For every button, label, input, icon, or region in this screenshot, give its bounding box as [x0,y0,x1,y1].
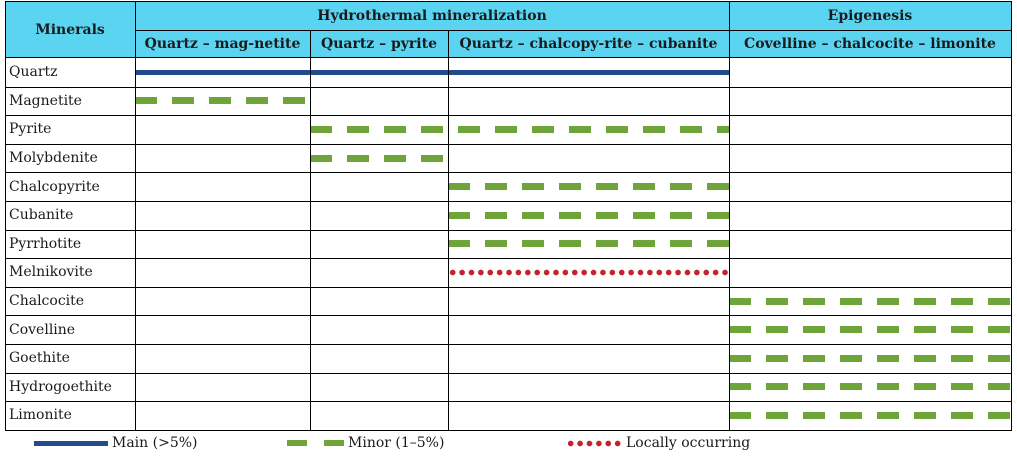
occurrence-bar-minor [729,326,1011,334]
mineral-label: Chalcopyrite [9,178,100,195]
stage-header-quartz-magnetite: Quartz – mag-netite [135,30,310,57]
epigenesis-header: Epigenesis [729,2,1011,30]
mineral-label: Magnetite [9,92,82,109]
row-divider [5,401,1012,402]
stage-header-covelline-chalcocite-limonite: Covelline – chalcocite – limonite [729,30,1011,57]
legend: Main (>5%) Minor (1–5%) Locally occurrin… [0,430,1017,456]
row-divider [5,87,1012,88]
mineral-label: Pyrite [9,121,52,138]
mineral-label: Quartz [9,64,58,81]
minerals-header: Minerals [5,2,135,57]
legend-label-main: Main (>5%) [112,435,198,451]
row-divider [5,373,1012,374]
row-divider [5,315,1012,316]
mineral-label: Chalcocite [9,293,85,310]
occurrence-bar-minor [310,126,729,133]
row-divider [5,115,1012,116]
occurrence-bar-minor [448,240,729,248]
mineral-label: Pyrrhotite [9,235,82,252]
occurrence-bar-minor [729,383,1011,391]
row-divider [5,144,1012,145]
mineral-label: Cubanite [9,207,74,224]
column-divider [135,1,136,430]
column-divider [310,30,311,430]
occurrence-bar-minor [448,183,729,191]
column-divider [448,30,449,430]
legend-item-main: Main (>5%) [34,430,198,456]
mineral-label: Molybdenite [9,150,98,167]
occurrence-bar-minor [729,297,1011,305]
mineral-label: Hydrogoethite [9,378,112,395]
header-divider [135,30,1012,31]
legend-swatch-main [34,440,108,446]
row-divider [5,258,1012,259]
mineral-label: Melnikovite [9,264,93,281]
row-divider [5,344,1012,345]
legend-item-minor: Minor (1–5%) [287,430,444,456]
legend-swatch-local [566,439,622,447]
row-divider [5,430,1012,431]
occurrence-bar-minor [729,412,1011,419]
occurrence-bar-main [135,69,729,75]
row-divider [5,172,1012,173]
stage-header-quartz-pyrite: Quartz – pyrite [310,30,448,57]
stage-header-quartz-chalcopyrite-cubanite: Quartz – chalcopy-rite – cubanite [448,30,729,57]
column-divider [729,1,730,430]
row-divider [5,201,1012,202]
mineral-label: Covelline [9,321,76,338]
occurrence-bar-minor [448,211,729,219]
row-divider [5,230,1012,231]
mineral-label: Goethite [9,350,70,367]
row-divider [5,287,1012,288]
occurrence-bar-minor [310,154,448,162]
table-right-border [1011,1,1012,430]
table-top-border [5,1,1012,2]
mineral-label: Limonite [9,407,72,424]
hydrothermal-header: Hydrothermal mineralization [135,2,729,30]
header-bottom-border [5,57,1012,58]
legend-swatch-minor [287,440,344,446]
occurrence-bar-minor [135,97,310,105]
occurrence-bar-local [448,269,729,276]
table-left-border [5,1,6,430]
legend-label-minor: Minor (1–5%) [348,435,445,451]
legend-label-local: Locally occurring [626,435,751,451]
legend-item-local: Locally occurring [566,430,750,456]
occurrence-bar-minor [729,354,1011,362]
